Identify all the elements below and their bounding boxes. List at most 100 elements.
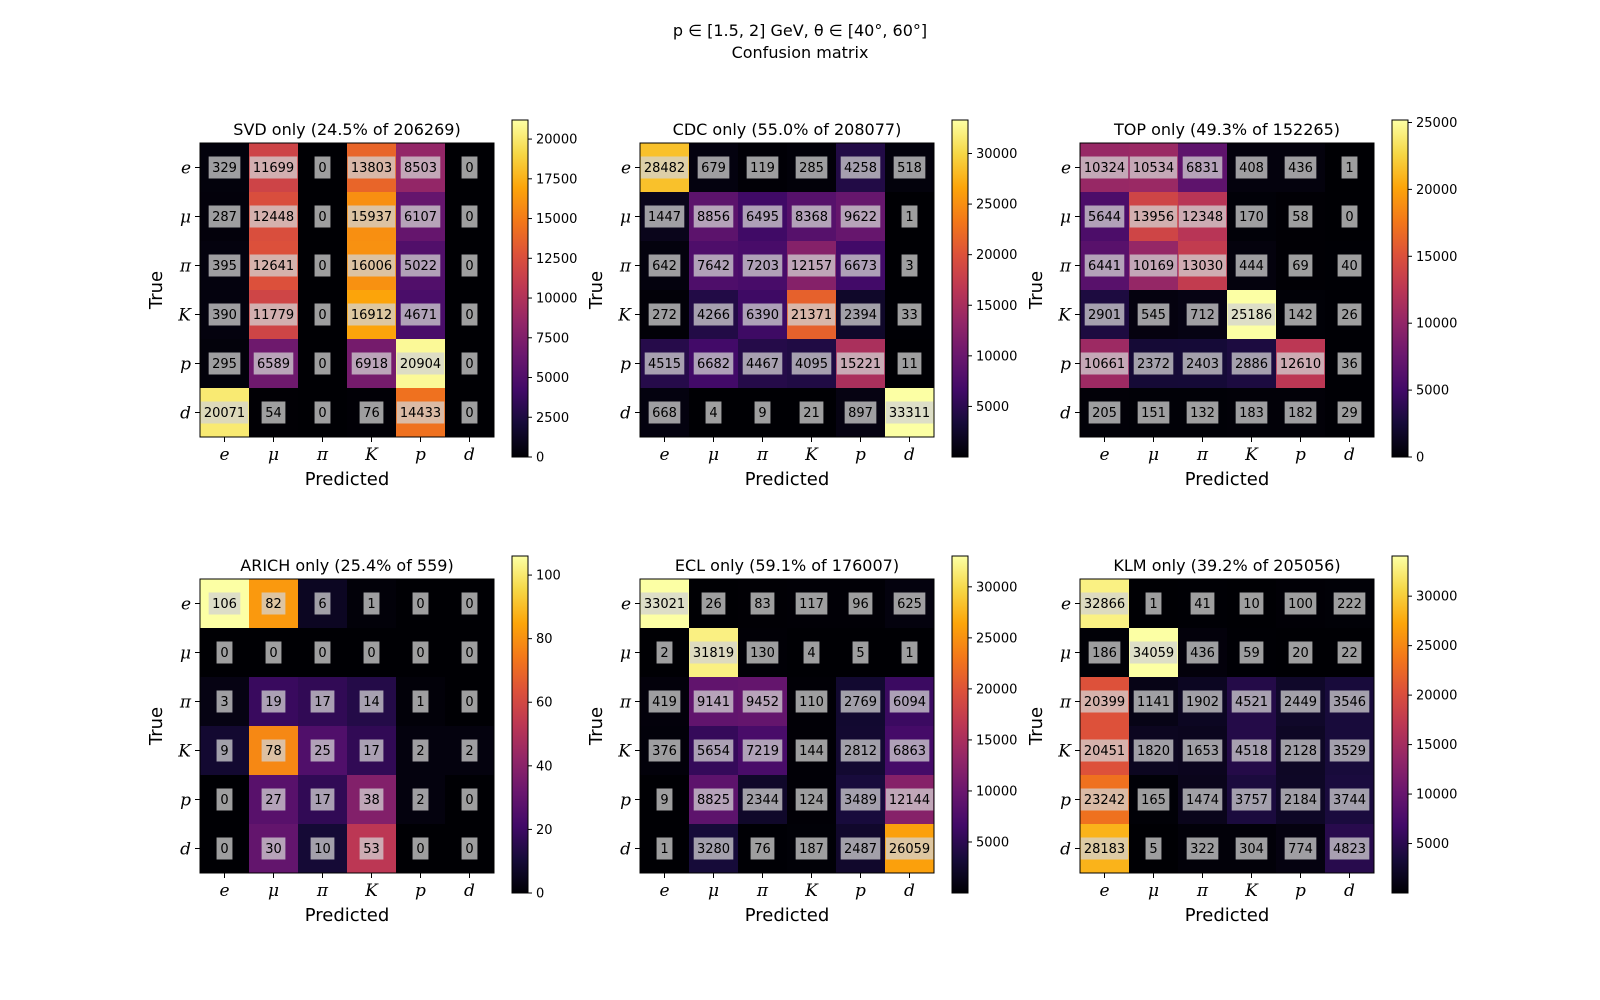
cell-label-box [359,690,384,713]
cell-label-box [314,303,331,326]
y-tick-label: e [621,159,631,179]
cell-label: 5654 [697,744,730,759]
cell-label-box [840,205,881,228]
cell-label: 0 [318,259,326,274]
cell-label-box [697,156,730,179]
colorbar-tick-label: 25000 [1416,639,1457,654]
cell-label-box [1235,401,1268,424]
cell-label-box [461,788,478,811]
cell-label: 28183 [1084,842,1125,857]
cell-label: 712 [1190,308,1215,323]
cell-label: 96 [852,597,869,612]
colorbar-tick-label: 30000 [1416,590,1457,605]
cell-label: 34059 [1133,646,1174,661]
cell-label-box [208,592,241,615]
x-tick-label: K [804,445,819,465]
cell-label-box [314,641,331,664]
cell-label: 436 [1190,646,1215,661]
cell-label-box [644,205,685,228]
cell-label-box [400,156,441,179]
x-axis-label: Predicted [305,469,390,490]
cell-label: 5 [1149,842,1157,857]
cell-label-box [1231,739,1272,762]
cell-label: 6682 [697,357,730,372]
cell-label: 1474 [1186,793,1219,808]
cell-label: 3 [905,259,913,274]
cell-label-box [889,739,930,762]
cell-label-box [1288,205,1313,228]
cell-label-box [310,690,335,713]
cell-label-box [249,205,298,228]
colorbar-tick-label: 10000 [536,292,577,307]
cell-label-box [208,303,241,326]
panel-3: ARICH only (25.4% of 559)106 82 6 1 0 00 0 0 0 0 0… [146,555,561,926]
cell-label: 132 [1190,406,1215,421]
heatmap-frame [199,578,495,874]
colorbar-tick-label: 15000 [536,212,577,227]
cell-label-box [893,156,926,179]
cell-label-box [310,788,335,811]
cell-label: 12348 [1182,210,1223,225]
cell-label-box [656,837,673,860]
cell-label: 33 [901,308,918,323]
cell-label-box [1133,739,1174,762]
cell-label-box [693,739,734,762]
cell-label: 0 [465,597,473,612]
cell-label: 0 [318,308,326,323]
cell-label: 444 [1239,259,1264,274]
cell-label-box [1329,690,1370,713]
cell-label: 3529 [1333,744,1366,759]
cell-label-box [705,401,722,424]
cell-label-box [1080,156,1129,179]
cell-label-box [1186,303,1219,326]
cell-label: 26 [705,597,722,612]
colorbar-tick-label: 2500 [536,411,569,426]
cell-label-box [461,156,478,179]
cell-label: 205 [1092,406,1117,421]
x-tick-label: e [1099,445,1109,465]
cell-label-box [1329,739,1370,762]
cell-label: 0 [367,646,375,661]
cell-label-box [1084,254,1125,277]
cell-label: 4823 [1333,842,1366,857]
cell-label-box [901,254,918,277]
cell-label-box [400,254,441,277]
cell-label: 518 [897,161,922,176]
y-tick-label: K [1057,742,1072,762]
cell-label-box [795,592,828,615]
y-tick-label: K [617,742,632,762]
cell-label: 53 [363,842,380,857]
cell-label-box [648,690,681,713]
heatmap-frame [1079,142,1375,438]
cell-label-box [693,690,734,713]
cell-label-box [742,788,783,811]
cell-label: 14 [363,695,380,710]
cell-label-box [1182,352,1223,375]
y-tick-label: π [179,693,192,713]
cell-label: 144 [799,744,824,759]
cell-label: 14433 [400,406,441,421]
cell-label-box [359,401,384,424]
cell-label: 2886 [1235,357,1268,372]
x-tick-label: π [756,445,769,465]
colorbar-tick-label: 15000 [1416,738,1457,753]
cell-label: 76 [754,842,771,857]
cell-label-box [310,837,335,860]
cell-label-box [400,303,441,326]
cell-label: 20399 [1084,695,1125,710]
colorbar-tick-label: 5000 [536,371,569,386]
cell-label: 10324 [1084,161,1125,176]
cell-label: 12641 [253,259,294,274]
cell-label: 12157 [791,259,832,274]
y-tick-label: d [180,404,191,424]
cell-label: 2 [660,646,668,661]
cell-label: 0 [220,646,228,661]
y-tick-label: π [179,257,192,277]
cell-label-box [885,788,934,811]
y-tick-label: e [1061,159,1071,179]
cell-label-box [844,401,877,424]
cell-label-box [1329,837,1370,860]
cell-label-box [791,205,832,228]
cell-label: 642 [652,259,677,274]
cell-label: 3489 [844,793,877,808]
